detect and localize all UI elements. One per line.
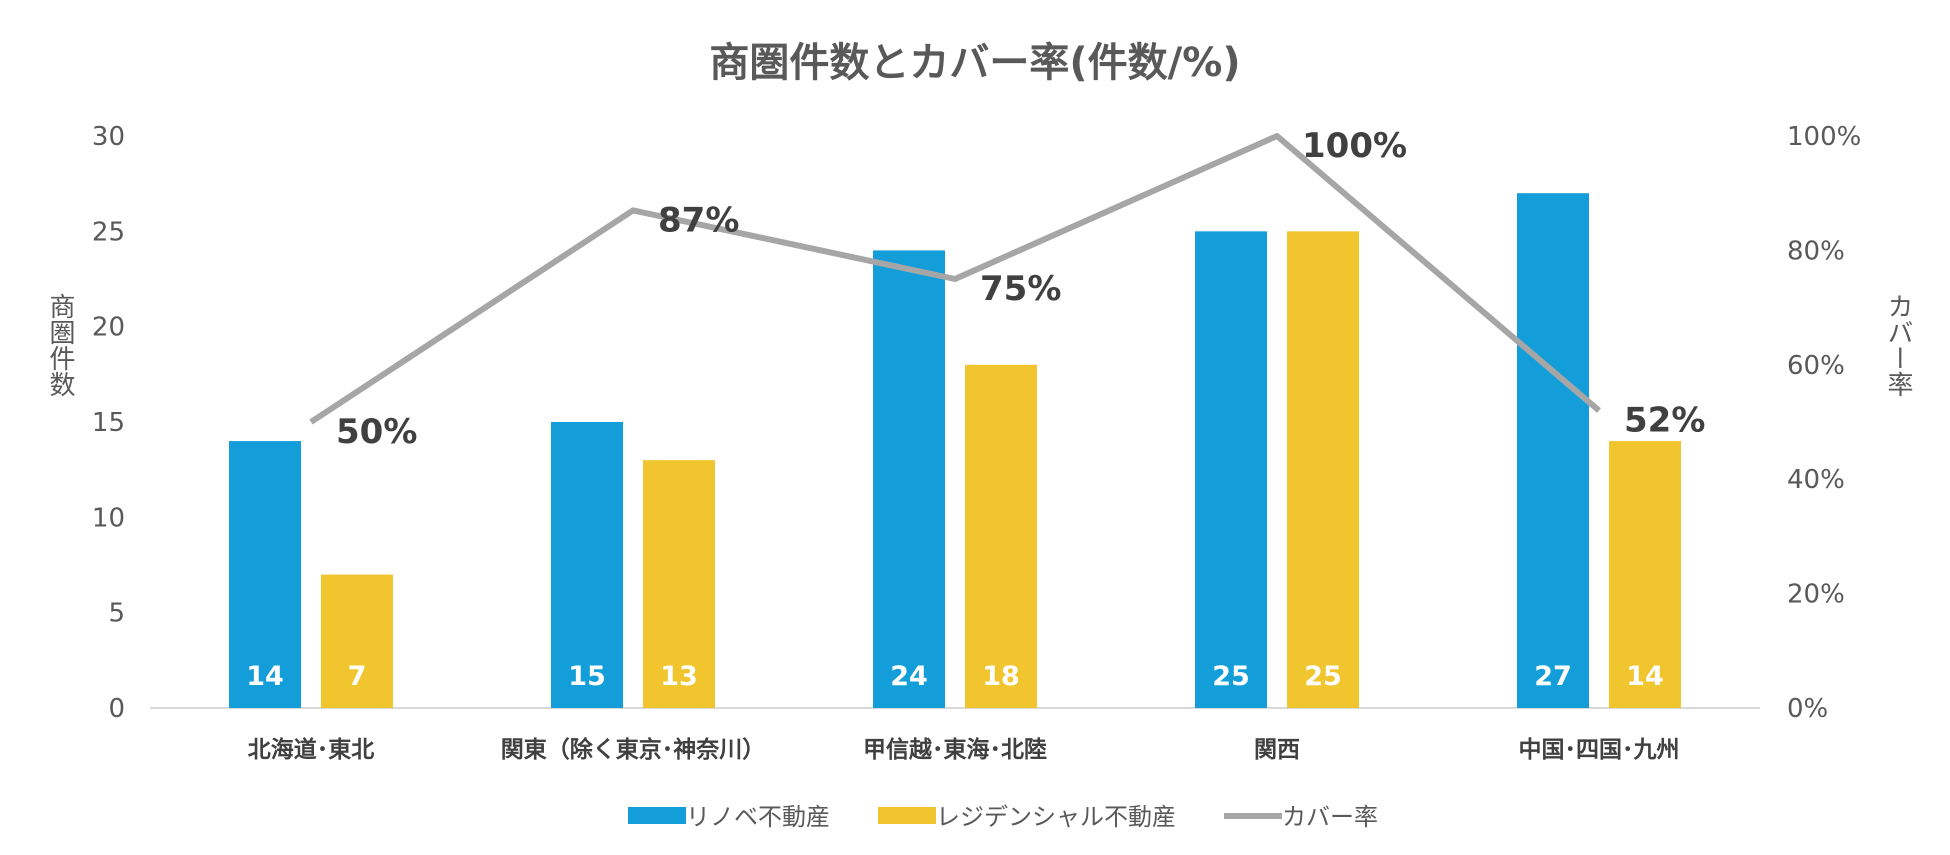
coverage-value-label: 100% xyxy=(1302,126,1407,166)
bar xyxy=(551,422,623,708)
coverage-value-label: 75% xyxy=(980,269,1061,309)
y-tick-label: 30 xyxy=(92,122,125,152)
bar xyxy=(321,574,393,708)
y2-tick-label: 0% xyxy=(1787,694,1828,724)
y-tick-label: 15 xyxy=(92,408,125,438)
coverage-line: 50% 87% 75% 100% 52% xyxy=(309,126,1705,452)
y2-tick-label: 60% xyxy=(1787,351,1845,381)
bar xyxy=(643,460,715,708)
y-tick-label: 10 xyxy=(92,503,125,533)
legend-swatch xyxy=(878,807,936,824)
bar xyxy=(1195,231,1267,709)
y2-tick-label: 100% xyxy=(1787,122,1861,152)
legend-swatch xyxy=(628,807,686,824)
y2-tick-label: 20% xyxy=(1787,580,1845,610)
coverage-value-label: 52% xyxy=(1624,401,1705,441)
bar xyxy=(965,364,1037,708)
bar-value-label: 25 xyxy=(1304,661,1342,692)
coverage-value-label: 87% xyxy=(658,200,739,240)
y2-axis-title: カバー率 xyxy=(1883,293,1913,397)
y-axis-ticks: 0 5 10 15 20 25 30 xyxy=(92,122,125,724)
bars: 14 7 15 13 24 18 25 25 27 14 xyxy=(229,193,1681,709)
bar-value-label: 7 xyxy=(348,661,367,692)
bar-value-label: 14 xyxy=(246,661,284,692)
bar-value-label: 27 xyxy=(1534,661,1572,692)
y-tick-label: 20 xyxy=(92,313,125,343)
category-label: 北海道･東北 xyxy=(248,736,375,763)
y2-tick-label: 40% xyxy=(1787,465,1845,495)
y2-axis-ticks: 0% 20% 40% 60% 80% 100% xyxy=(1787,122,1861,724)
category-label: 中国･四国･九州 xyxy=(1519,737,1680,763)
category-label: 関東（除く東京･神奈川） xyxy=(501,736,766,763)
coverage-value-label: 50% xyxy=(336,412,417,452)
coverage-line-path xyxy=(309,133,1601,425)
y-tick-label: 25 xyxy=(92,217,125,247)
bar xyxy=(1517,193,1589,708)
bar xyxy=(229,441,301,708)
y-tick-label: 0 xyxy=(108,694,125,724)
legend: リノベ不動産 レジデンシャル不動産 カバー率 xyxy=(628,803,1378,831)
category-label: 関西 xyxy=(1254,737,1300,763)
bar-value-label: 14 xyxy=(1626,661,1664,692)
y2-tick-label: 80% xyxy=(1787,236,1845,266)
bar xyxy=(1609,441,1681,708)
legend-label: リノベ不動産 xyxy=(686,803,830,831)
legend-label: レジデンシャル不動産 xyxy=(936,803,1176,831)
y-axis-title: 商圏件数 xyxy=(45,293,75,397)
y-tick-label: 5 xyxy=(108,599,125,629)
bar-value-label: 13 xyxy=(660,661,698,692)
bar xyxy=(1287,231,1359,709)
bar-value-label: 24 xyxy=(890,661,928,692)
category-labels: 北海道･東北 関東（除く東京･神奈川） 甲信越･東海･北陸 関西 中国･四国･九州 xyxy=(248,736,1680,763)
chart-title: 商圏件数とカバー率(件数/%) xyxy=(709,40,1240,86)
category-label: 甲信越･東海･北陸 xyxy=(863,736,1047,763)
bar-value-label: 18 xyxy=(982,661,1020,692)
bar-value-label: 25 xyxy=(1212,661,1250,692)
bar xyxy=(873,250,945,708)
bar-value-label: 15 xyxy=(568,661,606,692)
legend-label: カバー率 xyxy=(1282,803,1378,831)
